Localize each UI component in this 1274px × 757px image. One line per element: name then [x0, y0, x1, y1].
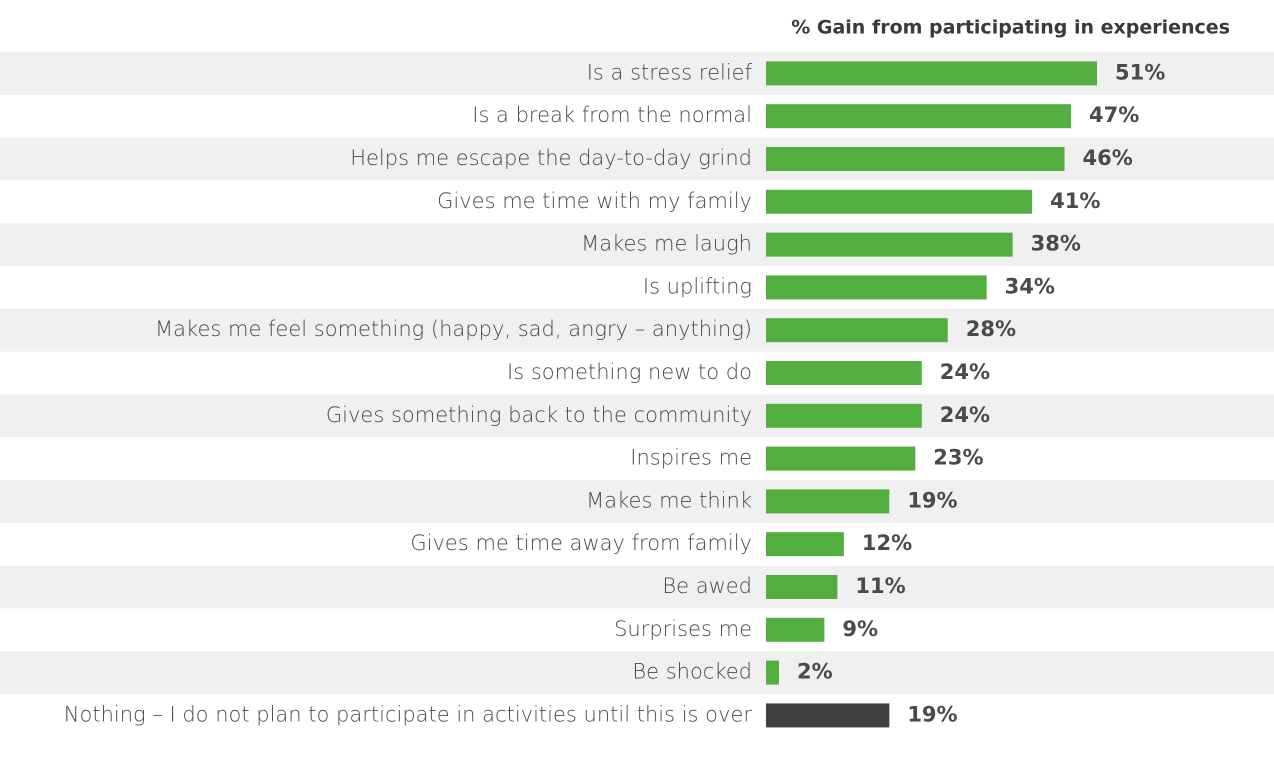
category-label: Surprises me: [614, 617, 752, 641]
bar: [766, 446, 916, 471]
category-label: Is uplifting: [643, 274, 752, 298]
category-label: Helps me escape the day-to-day grind: [350, 146, 752, 170]
row-band: [0, 651, 1274, 694]
bar: [766, 147, 1065, 171]
value-label: 47%: [1089, 103, 1139, 127]
category-label: Is a stress relief: [587, 60, 753, 84]
bar: [766, 361, 922, 385]
value-label: 34%: [1005, 274, 1055, 298]
value-label: 12%: [862, 531, 912, 555]
category-label: Nothing – I do not plan to participate i…: [64, 702, 753, 726]
category-label: Gives me time with my family: [437, 189, 752, 213]
value-label: 24%: [940, 403, 990, 427]
row-band: [0, 565, 1274, 609]
value-label: 19%: [907, 702, 957, 726]
row-band: [0, 480, 1274, 523]
row-band: [0, 223, 1274, 266]
bar: [766, 318, 948, 343]
bar: [766, 104, 1072, 129]
category-label: Gives something back to the community: [326, 403, 752, 427]
value-label: 19%: [907, 488, 957, 512]
bar: [766, 189, 1033, 214]
category-label: Makes me laugh: [581, 232, 752, 256]
value-label: 51%: [1115, 60, 1165, 84]
category-label: Makes me think: [586, 488, 752, 512]
category-label: Makes me feel something (happy, sad, ang…: [155, 317, 752, 341]
bar: [766, 489, 890, 514]
chart-title: % Gain from participating in experiences: [791, 17, 1230, 39]
bar: [766, 232, 1013, 257]
category-label: Is a break from the normal: [472, 103, 752, 127]
category-label: Be shocked: [632, 660, 752, 684]
bar: [766, 403, 922, 428]
value-label: 28%: [966, 317, 1016, 341]
row-band: [0, 394, 1274, 438]
bar: [766, 532, 844, 557]
bar: [766, 61, 1097, 86]
bar: [766, 575, 838, 599]
row-band: [0, 308, 1274, 352]
value-label: 9%: [842, 617, 878, 641]
bar: [766, 660, 779, 685]
value-label: 41%: [1050, 189, 1100, 213]
value-label: 24%: [940, 360, 990, 384]
category-label: Be awed: [662, 574, 752, 598]
value-label: 11%: [855, 574, 905, 598]
bar: [766, 617, 825, 642]
value-label: 2%: [797, 660, 833, 684]
value-label: 23%: [933, 446, 983, 470]
category-label: Gives me time away from family: [410, 531, 752, 555]
bar: [766, 275, 987, 300]
value-label: 38%: [1031, 232, 1081, 256]
value-label: 46%: [1083, 146, 1133, 170]
bar: [766, 703, 890, 728]
category-label: Is something new to do: [507, 360, 752, 384]
category-label: Inspires me: [630, 446, 752, 470]
